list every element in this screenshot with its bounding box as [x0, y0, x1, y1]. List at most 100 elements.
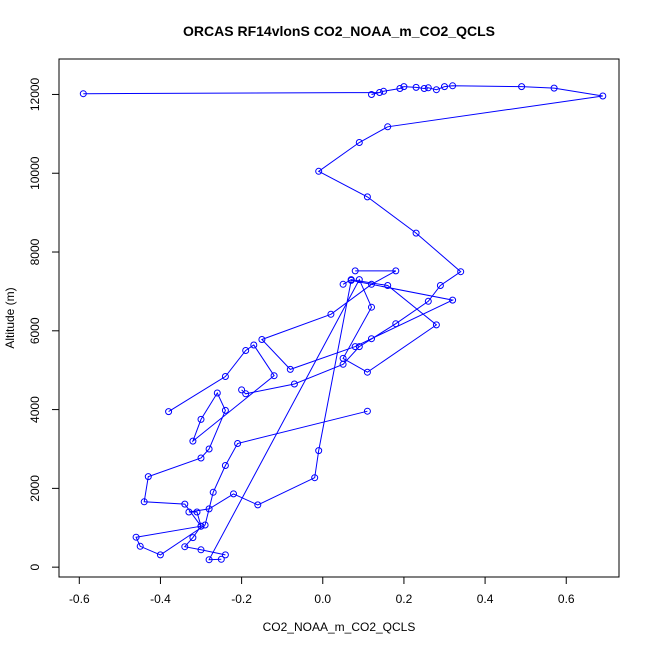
data-point — [132, 533, 140, 541]
data-point — [363, 407, 371, 415]
data-point — [197, 522, 205, 530]
y-tick-label: 4000 — [28, 396, 42, 423]
data-point — [205, 445, 213, 453]
data-point — [368, 280, 375, 288]
data-point — [363, 368, 371, 376]
data-point — [181, 500, 189, 508]
y-tick-label: 8000 — [28, 238, 42, 265]
data-point — [327, 310, 335, 318]
data-point — [136, 542, 144, 550]
data-point — [351, 343, 359, 351]
series-line — [208, 278, 438, 561]
data-point — [599, 92, 607, 100]
data-point — [339, 280, 347, 288]
data-point — [339, 354, 347, 362]
x-tick-label: -0.4 — [150, 592, 171, 606]
series-lines — [83, 85, 603, 561]
data-point — [457, 268, 465, 276]
data-point — [144, 473, 152, 481]
series-line — [135, 344, 368, 556]
data-point — [449, 296, 457, 304]
data-point — [315, 447, 323, 455]
data-point — [221, 462, 229, 469]
data-point — [286, 365, 294, 373]
data-point — [197, 454, 205, 462]
data-point — [258, 336, 266, 343]
data-point — [165, 408, 173, 416]
data-point — [432, 86, 440, 94]
series-line — [183, 270, 455, 556]
data-point — [355, 343, 363, 351]
data-point — [156, 551, 164, 559]
data-point — [270, 372, 278, 380]
data-point — [424, 297, 432, 305]
data-point — [181, 543, 189, 551]
data-point — [392, 320, 400, 328]
data-point — [238, 386, 246, 394]
data-point — [221, 406, 229, 414]
data-point — [420, 85, 428, 92]
x-tick-label: 0.4 — [477, 592, 494, 606]
y-axis: 0 2000 4000 6000 8000 10000 12000 — [28, 77, 60, 570]
data-point — [254, 501, 262, 509]
data-point — [432, 321, 440, 329]
data-point — [221, 373, 229, 380]
data-point — [518, 83, 526, 91]
data-point — [242, 390, 250, 398]
x-tick-label: -0.2 — [231, 592, 252, 606]
y-tick-label: 6000 — [28, 317, 42, 344]
x-tick-label: -0.6 — [69, 592, 90, 606]
series-points — [79, 82, 607, 564]
data-point — [213, 389, 221, 397]
data-point — [347, 276, 355, 284]
data-point — [290, 380, 298, 388]
data-point — [189, 437, 197, 445]
y-tick-label: 10000 — [28, 156, 42, 190]
data-point — [193, 508, 201, 516]
data-point — [185, 508, 193, 516]
data-point — [380, 87, 388, 95]
series-line — [83, 85, 603, 395]
y-axis-label: Altitude (m) — [3, 287, 17, 348]
data-point — [189, 534, 197, 542]
data-point — [197, 415, 205, 423]
data-point — [355, 276, 363, 284]
x-axis-label: CO2_NOAA_m_CO2_QCLS — [263, 620, 416, 634]
data-point — [400, 83, 408, 91]
data-point — [311, 474, 319, 482]
data-point — [412, 83, 420, 91]
data-point — [217, 555, 225, 563]
data-point — [396, 85, 404, 92]
data-point — [79, 90, 87, 98]
data-point — [550, 84, 558, 92]
data-point — [230, 490, 237, 498]
chart-title: ORCAS RF14vlonS CO2_NOAA_m_CO2_QCLS — [183, 23, 495, 39]
data-point — [368, 303, 375, 311]
data-point — [384, 123, 392, 131]
data-point — [368, 91, 375, 98]
data-point — [441, 83, 448, 91]
data-point — [436, 282, 444, 289]
data-point — [355, 139, 363, 146]
y-tick-label: 12000 — [28, 77, 42, 111]
data-point — [201, 521, 209, 529]
data-point — [205, 505, 213, 513]
data-point — [424, 84, 432, 92]
x-tick-label: 0.2 — [396, 592, 413, 606]
data-point — [449, 82, 457, 90]
data-point — [234, 440, 242, 447]
y-tick-label: 2000 — [28, 475, 42, 502]
x-tick-label: 0.6 — [558, 592, 575, 606]
data-point — [205, 556, 213, 564]
data-point — [197, 546, 205, 554]
data-point — [412, 229, 420, 237]
data-point — [392, 267, 400, 275]
data-point — [363, 193, 371, 201]
x-axis: -0.6 -0.4 -0.2 0.0 0.2 0.4 0.6 — [69, 576, 575, 606]
y-tick-label: 0 — [28, 563, 42, 570]
data-point — [315, 167, 323, 175]
x-tick-label: 0.0 — [314, 592, 331, 606]
data-point — [351, 267, 359, 275]
data-point — [209, 488, 217, 496]
data-point — [140, 498, 148, 506]
